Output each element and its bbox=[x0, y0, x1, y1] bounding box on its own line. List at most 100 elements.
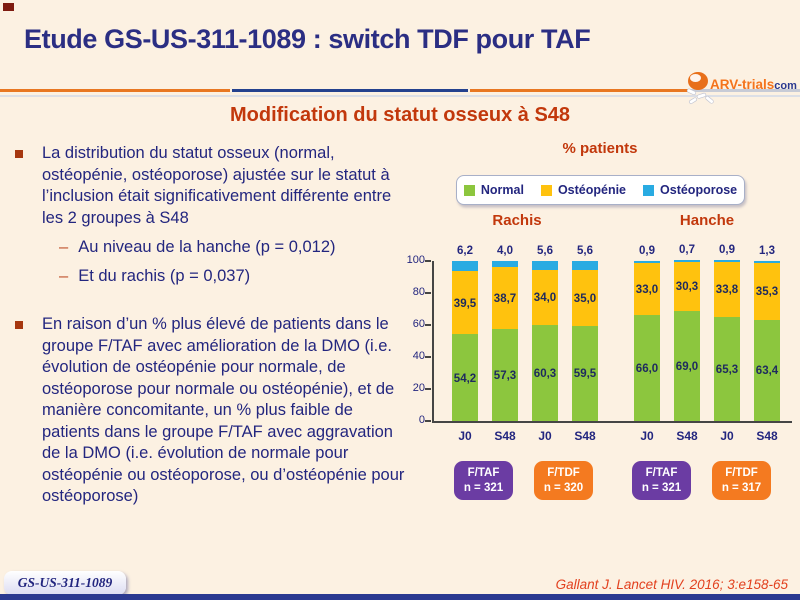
y-tick-label: 40 bbox=[412, 350, 425, 362]
dash-icon: – bbox=[59, 267, 69, 285]
bullet-2-text: En raison d’un % plus élevé de patients … bbox=[42, 315, 405, 505]
legend-swatch-icon bbox=[540, 184, 552, 196]
stacked-bar: 69,0 30,3 0,7 S48 bbox=[674, 244, 700, 443]
arm-badge: F/TDF n = 320 bbox=[534, 461, 593, 500]
y-tick-mark bbox=[425, 292, 431, 294]
x-tick-label: J0 bbox=[538, 429, 552, 443]
x-tick-label: J0 bbox=[640, 429, 654, 443]
value-label-osteopenie: 35,3 bbox=[755, 286, 779, 299]
legend-swatch-icon bbox=[463, 184, 475, 196]
chart-title: % patients bbox=[562, 140, 638, 157]
segment-osteopenie bbox=[714, 262, 740, 317]
value-label-normal: 57,3 bbox=[493, 370, 517, 383]
arm-badge-label: F/TDF bbox=[547, 466, 580, 479]
group-label-rachis: Rachis bbox=[492, 212, 542, 229]
sub-bullet-1-text: Au niveau de la hanche (p = 0,012) bbox=[78, 238, 336, 256]
value-label-osteoporose: 5,6 bbox=[577, 244, 593, 257]
stacked-bar: 59,5 35,0 5,6 S48 bbox=[572, 245, 598, 443]
arm-badge: F/TAF n = 321 bbox=[454, 461, 513, 500]
slide-title: Etude GS-US-311-1089 : switch TDF pour T… bbox=[24, 24, 591, 54]
segment-normal bbox=[754, 319, 780, 421]
segment-osteoporose bbox=[452, 261, 478, 272]
group-label-hanche: Hanche bbox=[679, 212, 735, 229]
value-label-osteopenie: 39,5 bbox=[453, 297, 477, 310]
slide-subtitle: Modification du statut osseux à S48 bbox=[229, 104, 571, 126]
segment-normal bbox=[572, 325, 598, 421]
y-tick-mark bbox=[425, 324, 431, 326]
y-tick-mark bbox=[425, 356, 431, 358]
x-tick-label: J0 bbox=[720, 429, 734, 443]
bullet-item-2: En raison d’un % plus élevé de patients … bbox=[12, 314, 410, 508]
arm-badge-n: n = 317 bbox=[721, 481, 762, 494]
text-column: La distribution du statut osseux (normal… bbox=[12, 143, 410, 508]
arm-badge-n: n = 321 bbox=[641, 481, 682, 494]
legend-item: Ostéopénie bbox=[540, 183, 626, 197]
segment-normal bbox=[532, 324, 558, 421]
value-label-osteopenie: 33,0 bbox=[635, 284, 659, 296]
x-tick-label: S48 bbox=[676, 429, 698, 443]
arm-badge: F/TAF n = 321 bbox=[632, 461, 691, 500]
value-label-osteoporose: 1,3 bbox=[759, 245, 775, 257]
value-label-osteoporose: 4,0 bbox=[497, 245, 513, 257]
segment-osteoporose bbox=[754, 261, 780, 264]
y-tick-label: 60 bbox=[412, 318, 425, 330]
legend-item: Ostéoporose bbox=[643, 183, 737, 197]
stacked-bar: 63,4 35,3 1,3 S48 bbox=[754, 245, 780, 443]
segment-osteopenie bbox=[492, 267, 518, 330]
legend-swatch-icon bbox=[643, 184, 655, 196]
bullet-1-text: La distribution du statut osseux (normal… bbox=[42, 144, 392, 227]
stacked-bar: 65,3 33,8 0,9 J0 bbox=[714, 244, 740, 443]
x-tick-label: J0 bbox=[458, 429, 472, 443]
citation: Gallant J. Lancet HIV. 2016; 3:e158-65 bbox=[555, 577, 788, 592]
y-tick-mark bbox=[425, 260, 431, 262]
sub-bullet-1: – Au niveau de la hanche (p = 0,012) bbox=[59, 236, 410, 258]
bullet-square-icon bbox=[15, 321, 23, 329]
value-label-osteoporose: 0,9 bbox=[719, 244, 735, 257]
value-label-osteopenie: 33,8 bbox=[715, 284, 739, 297]
logo-name: ARV-trials bbox=[710, 77, 775, 92]
stacked-bar: 57,3 38,7 4,0 S48 bbox=[492, 245, 518, 443]
segment-normal bbox=[634, 315, 660, 421]
segment-osteopenie bbox=[572, 269, 598, 326]
value-label-osteopenie: 34,0 bbox=[533, 292, 557, 305]
stacked-bar: 66,0 33,0 0,9 J0 bbox=[634, 245, 660, 443]
value-label-normal: 59,5 bbox=[573, 368, 597, 381]
value-label-normal: 69,0 bbox=[675, 360, 699, 373]
y-tick-label: 100 bbox=[406, 254, 425, 266]
chart-legend: Normal Ostéopénie Ostéoporose bbox=[456, 175, 745, 205]
value-label-normal: 63,4 bbox=[755, 365, 779, 378]
segment-osteoporose bbox=[532, 261, 558, 271]
segment-normal bbox=[492, 329, 518, 421]
study-id-badge: GS-US-311-1089 bbox=[4, 571, 126, 595]
value-label-normal: 66,0 bbox=[635, 363, 659, 376]
y-tick-label: 0 bbox=[418, 414, 425, 426]
value-label-osteoporose: 5,6 bbox=[537, 245, 553, 258]
bar-chart-plot: 54,2 39,5 6,2 J0 57,3 38,7 4,0 S48 60,3 34,0 5,6 J0… bbox=[432, 244, 792, 443]
y-tick-mark bbox=[425, 420, 431, 422]
legend-item: Normal bbox=[463, 183, 524, 197]
arm-badge-label: F/TDF bbox=[725, 466, 758, 479]
segment-osteopenie bbox=[532, 270, 558, 325]
arm-badge-label: F/TAF bbox=[467, 466, 500, 479]
arm-badge-n: n = 320 bbox=[543, 481, 584, 494]
logo-text: ARV-trialscom bbox=[710, 76, 797, 94]
segment-osteoporose bbox=[674, 260, 700, 263]
value-label-normal: 60,3 bbox=[533, 367, 557, 380]
value-label-osteopenie: 30,3 bbox=[675, 281, 699, 294]
x-tick-label: S48 bbox=[574, 429, 596, 443]
segment-osteoporose bbox=[492, 261, 518, 268]
logo-suffix: com bbox=[774, 80, 797, 92]
stacked-bar: 54,2 39,5 6,2 J0 bbox=[452, 245, 478, 443]
value-label-normal: 65,3 bbox=[715, 363, 739, 376]
segment-osteopenie bbox=[452, 271, 478, 335]
x-tick-label: S48 bbox=[756, 429, 778, 443]
arm-badge-n: n = 321 bbox=[463, 481, 504, 494]
segment-normal bbox=[714, 316, 740, 421]
corner-marker bbox=[3, 3, 14, 11]
segment-osteoporose bbox=[714, 260, 740, 263]
segment-osteoporose bbox=[634, 260, 660, 263]
value-label-osteoporose: 6,2 bbox=[457, 245, 473, 258]
legend-label: Normal bbox=[480, 183, 524, 197]
divider-line bbox=[690, 89, 800, 92]
sub-bullet-2: – Et du rachis (p = 0,037) bbox=[59, 265, 410, 287]
